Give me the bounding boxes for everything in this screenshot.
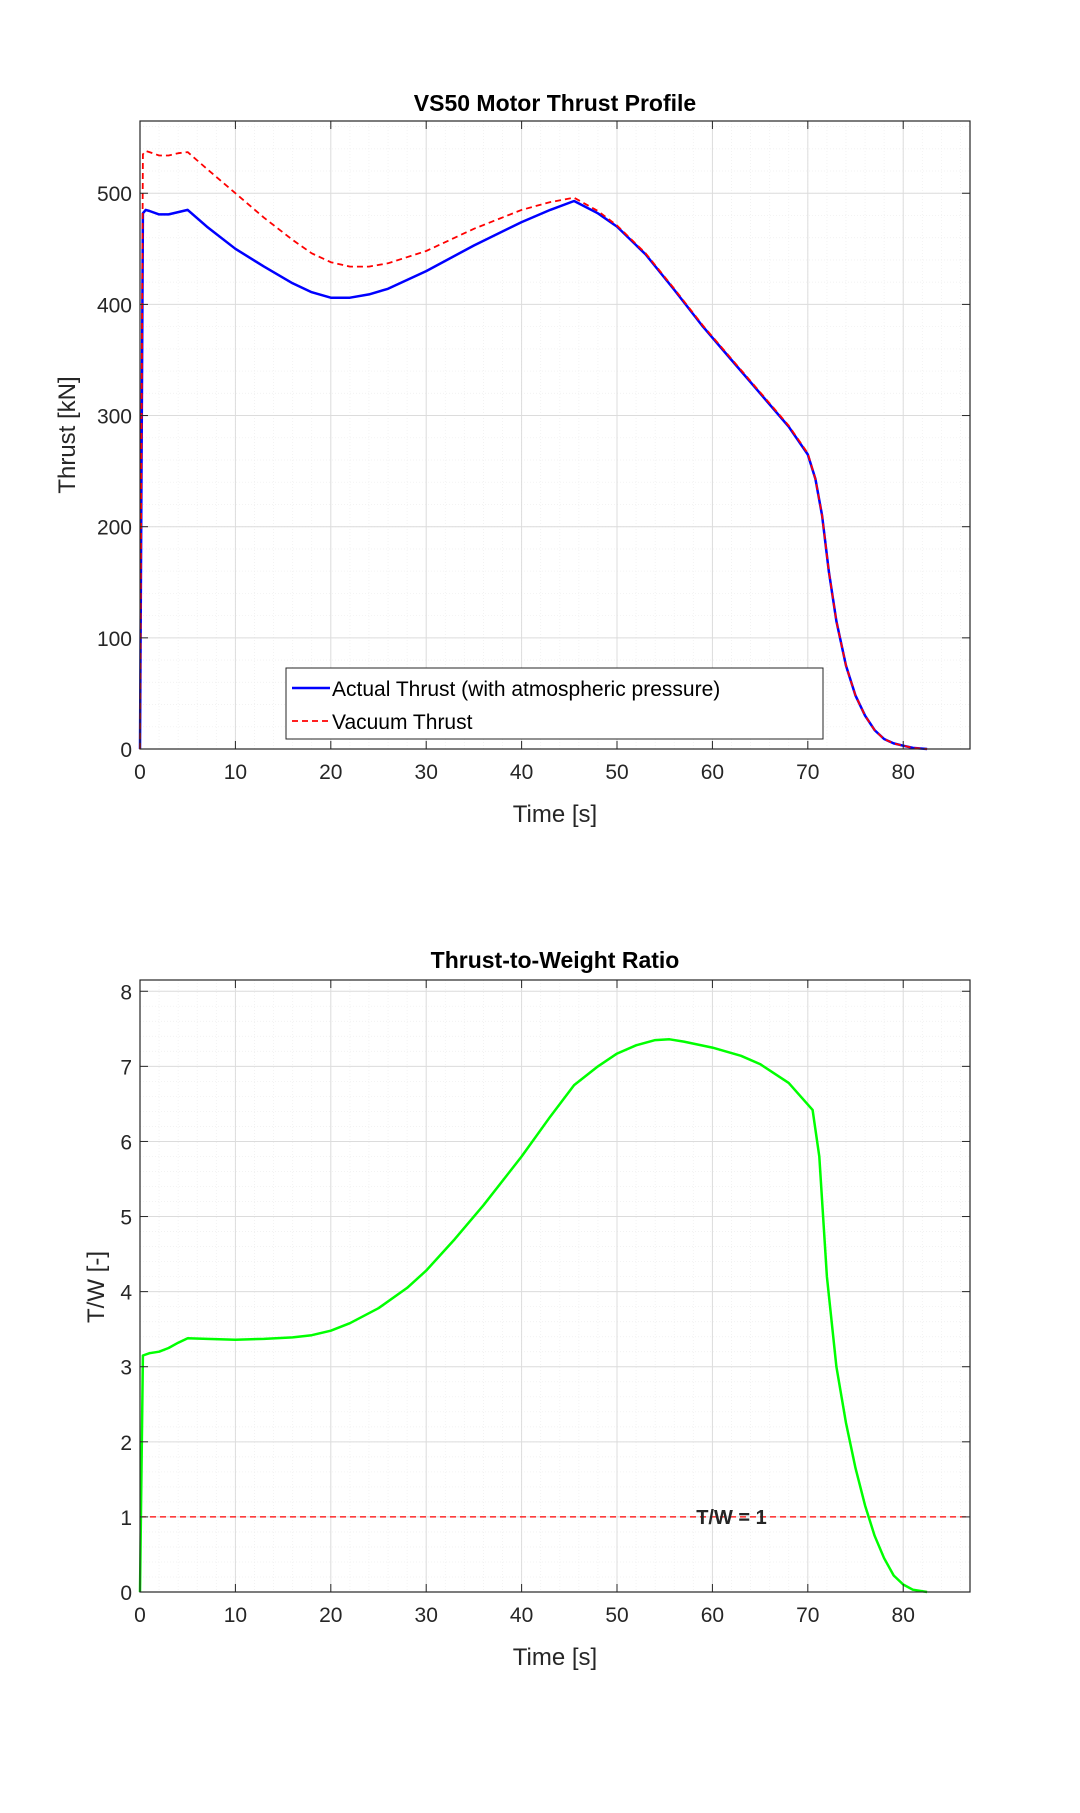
x-tick-label: 50 [605, 1604, 628, 1627]
y-tick-label: 2 [120, 1432, 132, 1455]
series-line-0 [138, 1038, 928, 1594]
reference-line-label: T/W = 1 [696, 1507, 767, 1529]
y-tick-label: 300 [97, 406, 132, 429]
y-tick-label: 6 [120, 1131, 132, 1154]
x-tick-label: 10 [224, 1604, 247, 1627]
legend: Actual Thrust (with atmospheric pressure… [285, 667, 824, 740]
legend-label-actual: Actual Thrust (with atmospheric pressure… [332, 678, 720, 701]
y-tick-label: 3 [120, 1357, 132, 1380]
x-tick-label: 60 [701, 1604, 724, 1627]
x-tick-label: 30 [415, 761, 438, 784]
x-axis-label: Time [s] [513, 1644, 597, 1671]
chart-title: VS50 Motor Thrust Profile [414, 90, 696, 116]
y-tick-label: 4 [120, 1282, 132, 1305]
y-tick-label: 5 [120, 1207, 132, 1230]
y-tick-labels: 0 1 2 3 4 5 6 7 8 [120, 981, 132, 1605]
x-tick-label: 40 [510, 761, 533, 784]
chart-title: Thrust-to-Weight Ratio [431, 947, 680, 973]
y-axis-label: T/W [-] [83, 1251, 110, 1323]
x-tick-labels: 0 10 20 30 40 50 60 70 80 [134, 761, 915, 784]
x-tick-label: 80 [892, 761, 915, 784]
y-tick-label: 0 [120, 739, 132, 762]
axes-box [139, 120, 971, 750]
x-tick-label: 20 [319, 761, 342, 784]
y-tick-label: 1 [120, 1507, 132, 1530]
y-tick-label: 200 [97, 517, 132, 540]
legend-box [285, 667, 824, 740]
x-axis-label: Time [s] [513, 801, 597, 828]
y-tick-label: 500 [97, 183, 132, 206]
tick-marks [139, 980, 970, 1593]
x-tick-label: 0 [134, 761, 146, 784]
x-tick-labels: 0 10 20 30 40 50 60 70 80 [134, 1604, 915, 1627]
x-tick-label: 0 [134, 1604, 146, 1627]
x-tick-label: 80 [892, 1604, 915, 1627]
thrust-profile-chart: VS50 Motor Thrust Profile 0 10 20 30 40 50 60 7… [54, 90, 971, 828]
plot-lines: T/W = 1 [138, 1038, 970, 1594]
plot-lines [138, 150, 928, 751]
series-line-1 [139, 150, 928, 750]
y-tick-label: 100 [97, 628, 132, 651]
axes-box [139, 979, 971, 1593]
tick-marks [139, 121, 970, 750]
x-tick-label: 40 [510, 1604, 533, 1627]
y-tick-labels: 0 100 200 300 400 500 [97, 183, 132, 762]
x-tick-label: 20 [319, 1604, 342, 1627]
x-tick-label: 70 [796, 761, 819, 784]
y-axis-label: Thrust [kN] [54, 376, 81, 493]
y-tick-label: 7 [120, 1056, 132, 1079]
x-tick-label: 30 [415, 1604, 438, 1627]
y-tick-label: 400 [97, 294, 132, 317]
y-tick-label: 8 [120, 981, 132, 1004]
y-tick-label: 0 [120, 1582, 132, 1605]
x-tick-label: 60 [701, 761, 724, 784]
x-tick-label: 10 [224, 761, 247, 784]
x-tick-label: 50 [605, 761, 628, 784]
legend-label-vacuum: Vacuum Thrust [332, 711, 473, 734]
x-tick-label: 70 [796, 1604, 819, 1627]
thrust-to-weight-chart: Thrust-to-Weight Ratio T/W = 1 0 10 20 30 40… [83, 947, 971, 1671]
